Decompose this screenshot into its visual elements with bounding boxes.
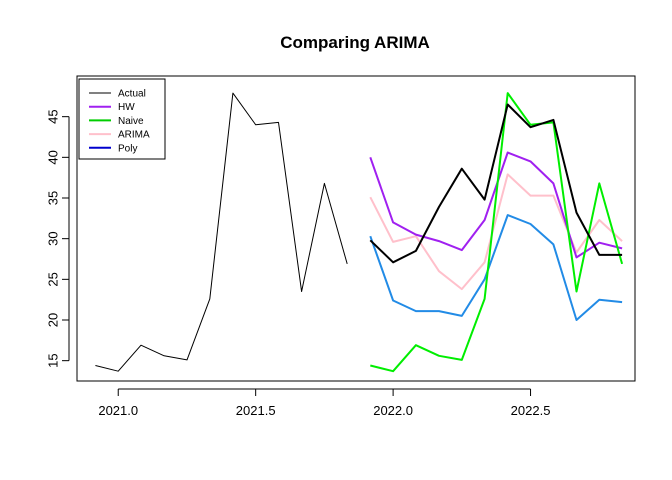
- series-line-2: [369, 173, 623, 291]
- y-tick-label: 45: [46, 109, 61, 123]
- series-line-4: [370, 92, 624, 373]
- series-line-1: [369, 214, 623, 321]
- legend-label-naive: Naive: [118, 116, 144, 127]
- x-tick-label: 2022.5: [511, 403, 551, 418]
- y-tick-label: 30: [46, 231, 61, 245]
- legend-label-poly: Poly: [118, 143, 137, 154]
- x-axis: 2021.0 2021.5 2022.0 2022.5: [98, 388, 551, 418]
- series-line-5: [369, 103, 623, 264]
- x-tick-label: 2022.0: [373, 403, 413, 418]
- legend-label-actual: Actual: [118, 89, 146, 100]
- legend-box: [78, 78, 166, 160]
- y-tick-label: 20: [46, 313, 61, 327]
- legend-label-arima: ARIMA: [118, 130, 150, 141]
- legend-label-hw: HW: [118, 102, 135, 113]
- legend: Actual HW Naive ARIMA Poly: [78, 78, 166, 160]
- x-tick-label: 2021.5: [236, 403, 276, 418]
- y-tick-label: 40: [46, 150, 61, 164]
- x-tick-label: 2021.0: [98, 403, 138, 418]
- y-tick-label: 35: [46, 191, 61, 205]
- series-line-3: [369, 151, 623, 259]
- series-layer: [95, 92, 624, 373]
- y-tick-label: 15: [46, 353, 61, 367]
- y-tick-label: 25: [46, 272, 61, 286]
- y-axis: 15 20 25 30 35 40 45: [46, 109, 70, 368]
- plot-frame: [76, 75, 636, 382]
- chart-title: Comparing ARIMA: [280, 33, 430, 52]
- series-line-0: [95, 92, 348, 372]
